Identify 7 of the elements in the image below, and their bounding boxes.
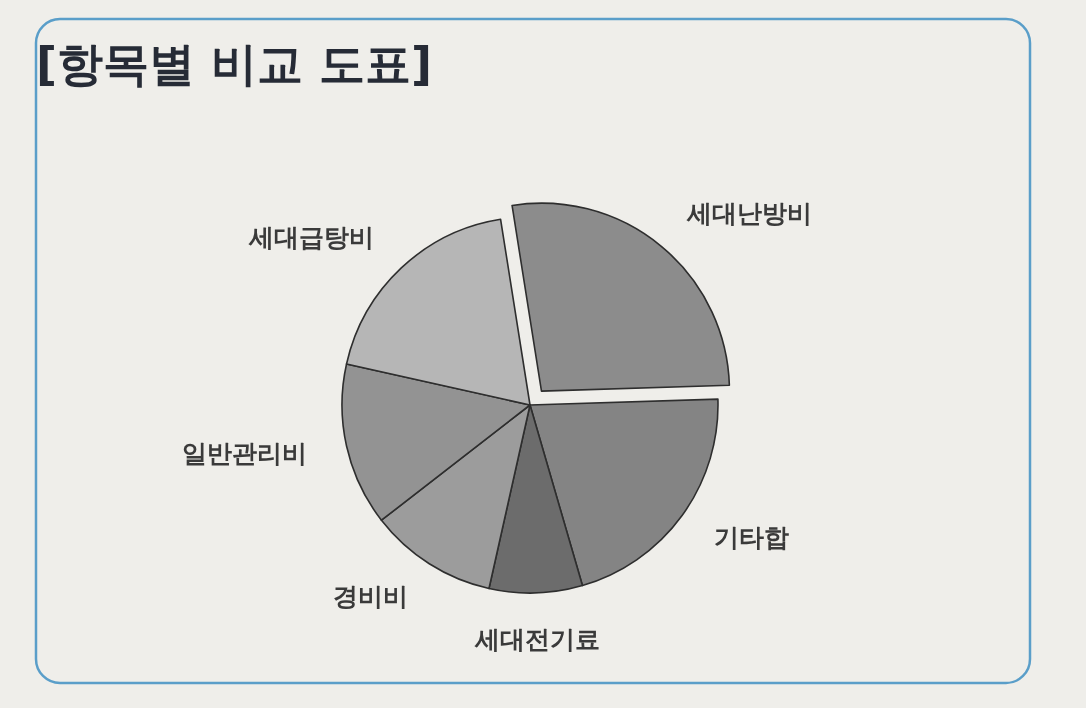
slice-label: 일반관리비 — [182, 438, 308, 468]
chart-title: [항목별 비교 도표] — [36, 37, 433, 91]
slice-label: 경비비 — [332, 581, 408, 611]
slice-label: 세대난방비 — [685, 199, 812, 229]
slice-label: 세대전기료 — [473, 624, 600, 654]
slice-label: 세대급탕비 — [247, 222, 374, 252]
slice-label: 기타합 — [714, 523, 790, 553]
